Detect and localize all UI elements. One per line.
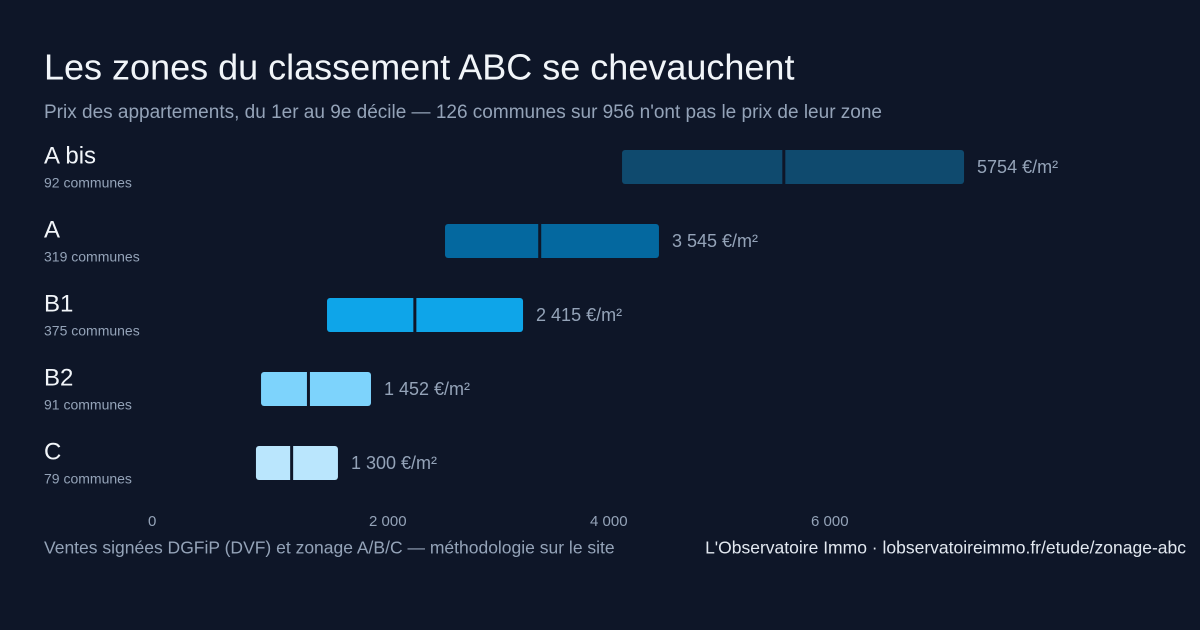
chart-title: Les zones du classement ABC se chevauche… xyxy=(44,47,794,88)
category-note: 375 communes xyxy=(44,323,140,339)
value-label: 5754 €/m² xyxy=(977,157,1058,177)
range-bar xyxy=(327,298,524,332)
category-note: 319 communes xyxy=(44,249,140,265)
category-label: C xyxy=(44,438,61,465)
category-note: 91 communes xyxy=(44,397,132,413)
value-label: 3 545 €/m² xyxy=(672,231,758,251)
category-label: B2 xyxy=(44,364,73,391)
value-label: 2 415 €/m² xyxy=(536,305,622,325)
category-note: 79 communes xyxy=(44,471,132,487)
category-label: A xyxy=(44,216,60,243)
category-label: B1 xyxy=(44,290,73,317)
range-bar xyxy=(445,224,659,258)
credit: L'Observatoire Immo · lobservatoireimmo.… xyxy=(705,538,1186,558)
range-bar xyxy=(255,446,338,480)
category-label: A bis xyxy=(44,142,96,169)
x-tick-label: 0 xyxy=(148,513,156,530)
range-bar xyxy=(622,150,965,184)
range-bar xyxy=(261,372,371,406)
value-label: 1 452 €/m² xyxy=(384,379,470,399)
source-note: Ventes signées DGFiP (DVF) et zonage A/B… xyxy=(44,538,615,558)
value-label: 1 300 €/m² xyxy=(351,453,437,473)
chart-subtitle: Prix des appartements, du 1er au 9e déci… xyxy=(44,102,882,123)
x-tick-label: 4 000 xyxy=(590,513,628,530)
category-note: 92 communes xyxy=(44,175,132,191)
x-tick-label: 2 000 xyxy=(369,513,407,530)
x-tick-label: 6 000 xyxy=(811,513,849,530)
